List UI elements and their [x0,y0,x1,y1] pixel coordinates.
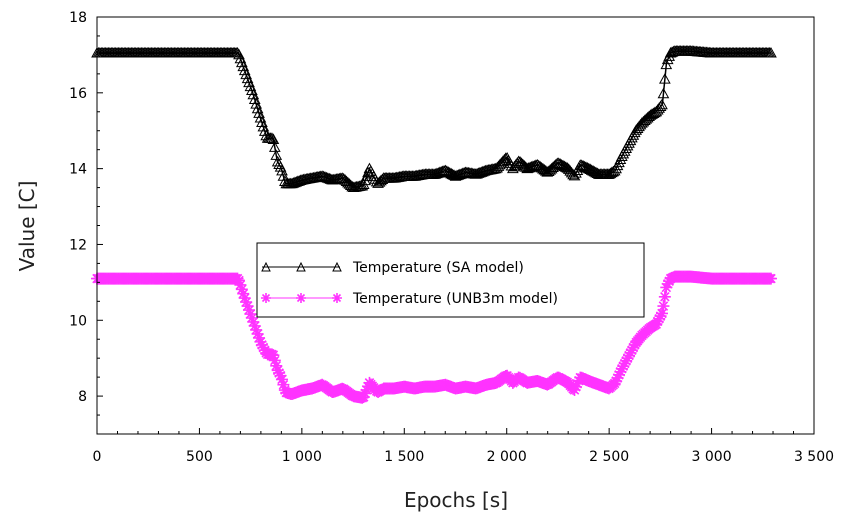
y-axis: 8 10 12 14 16 18 [69,10,103,434]
legend-label-unb3m: Temperature (UNB3m model) [352,291,558,307]
y-tick-label-5: 18 [69,10,87,26]
series-layer [91,46,777,404]
plot-area [91,17,814,434]
x-tick-label-0: 0 [93,449,102,465]
x-tick-label-4: 2 000 [487,449,527,465]
series-0 [92,46,776,191]
series-line-0 [97,51,771,187]
legend-label-sa: Temperature (SA model) [352,260,524,276]
x-tick-label-7: 3 500 [794,449,834,465]
x-axis-title: Epochs [s] [404,488,508,512]
point-1-396 [659,291,671,303]
y-tick-label-3: 14 [69,162,87,178]
x-tick-label-6: 3 000 [692,449,732,465]
y-axis-title: Value [C] [15,181,39,272]
y-tick-label-0: 8 [78,389,87,405]
plot-frame [97,17,814,434]
legend-marker-unb3m-1 [261,293,271,303]
legend: Temperature (SA model) Temperature (UNB3… [257,243,644,317]
x-tick-label-3: 1 500 [384,449,424,465]
x-tick-label-1: 500 [186,449,213,465]
x-tick-label-2: 1 000 [282,449,322,465]
y-tick-label-4: 16 [69,86,87,102]
x-tick-label-5: 2 500 [589,449,629,465]
legend-marker-unb3m-3 [332,293,342,303]
y-tick-label-2: 12 [69,237,87,253]
y-tick-label-1: 10 [69,313,87,329]
legend-marker-unb3m-2 [296,293,306,303]
